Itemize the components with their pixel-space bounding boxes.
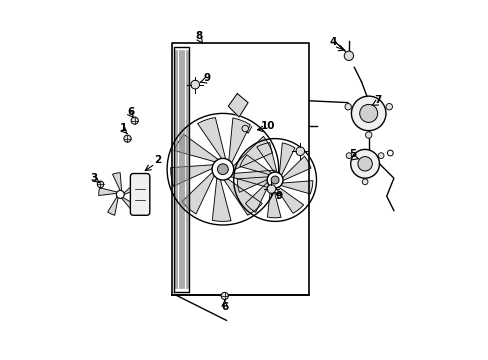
Circle shape bbox=[116, 190, 124, 198]
Circle shape bbox=[351, 96, 385, 131]
Polygon shape bbox=[281, 156, 310, 181]
Polygon shape bbox=[170, 165, 215, 186]
Text: 1: 1 bbox=[120, 123, 127, 133]
Circle shape bbox=[385, 103, 392, 110]
Text: 5: 5 bbox=[348, 149, 355, 159]
Text: 7: 7 bbox=[373, 95, 381, 105]
Text: 8: 8 bbox=[196, 31, 203, 41]
Circle shape bbox=[359, 104, 377, 122]
Circle shape bbox=[365, 132, 371, 138]
Polygon shape bbox=[228, 94, 247, 117]
Circle shape bbox=[344, 103, 351, 110]
Text: 9: 9 bbox=[275, 191, 283, 201]
Polygon shape bbox=[182, 171, 215, 214]
Circle shape bbox=[212, 158, 233, 180]
Circle shape bbox=[266, 185, 275, 193]
Text: 6: 6 bbox=[221, 302, 228, 312]
Text: 10: 10 bbox=[260, 121, 275, 131]
Polygon shape bbox=[245, 181, 269, 212]
Circle shape bbox=[378, 153, 383, 158]
Circle shape bbox=[242, 125, 248, 132]
Circle shape bbox=[346, 153, 351, 158]
Polygon shape bbox=[237, 177, 269, 192]
Polygon shape bbox=[212, 176, 230, 221]
Text: 6: 6 bbox=[127, 107, 135, 117]
Circle shape bbox=[362, 179, 367, 185]
Circle shape bbox=[221, 292, 228, 300]
Polygon shape bbox=[197, 118, 225, 161]
Circle shape bbox=[344, 51, 353, 60]
Circle shape bbox=[97, 181, 103, 188]
Circle shape bbox=[266, 172, 283, 188]
Circle shape bbox=[217, 164, 228, 175]
Polygon shape bbox=[279, 181, 312, 194]
Polygon shape bbox=[123, 181, 141, 195]
Circle shape bbox=[295, 147, 304, 156]
Polygon shape bbox=[275, 186, 303, 213]
Text: 3: 3 bbox=[91, 173, 98, 183]
Polygon shape bbox=[228, 170, 275, 189]
Circle shape bbox=[123, 135, 131, 142]
Circle shape bbox=[270, 176, 279, 184]
Polygon shape bbox=[256, 143, 277, 174]
Circle shape bbox=[190, 80, 199, 89]
Polygon shape bbox=[228, 118, 250, 165]
Polygon shape bbox=[107, 195, 118, 215]
Text: 2: 2 bbox=[154, 155, 162, 165]
Polygon shape bbox=[231, 136, 272, 171]
Polygon shape bbox=[223, 177, 262, 215]
Polygon shape bbox=[112, 173, 122, 192]
Circle shape bbox=[350, 149, 379, 178]
Circle shape bbox=[131, 117, 138, 124]
Polygon shape bbox=[121, 197, 138, 212]
Polygon shape bbox=[279, 143, 294, 177]
Polygon shape bbox=[99, 188, 118, 195]
FancyBboxPatch shape bbox=[130, 174, 149, 215]
Polygon shape bbox=[174, 135, 220, 162]
Text: 4: 4 bbox=[328, 37, 336, 48]
Circle shape bbox=[357, 157, 371, 171]
Polygon shape bbox=[267, 185, 281, 218]
Polygon shape bbox=[239, 155, 272, 175]
Text: 9: 9 bbox=[203, 73, 210, 84]
